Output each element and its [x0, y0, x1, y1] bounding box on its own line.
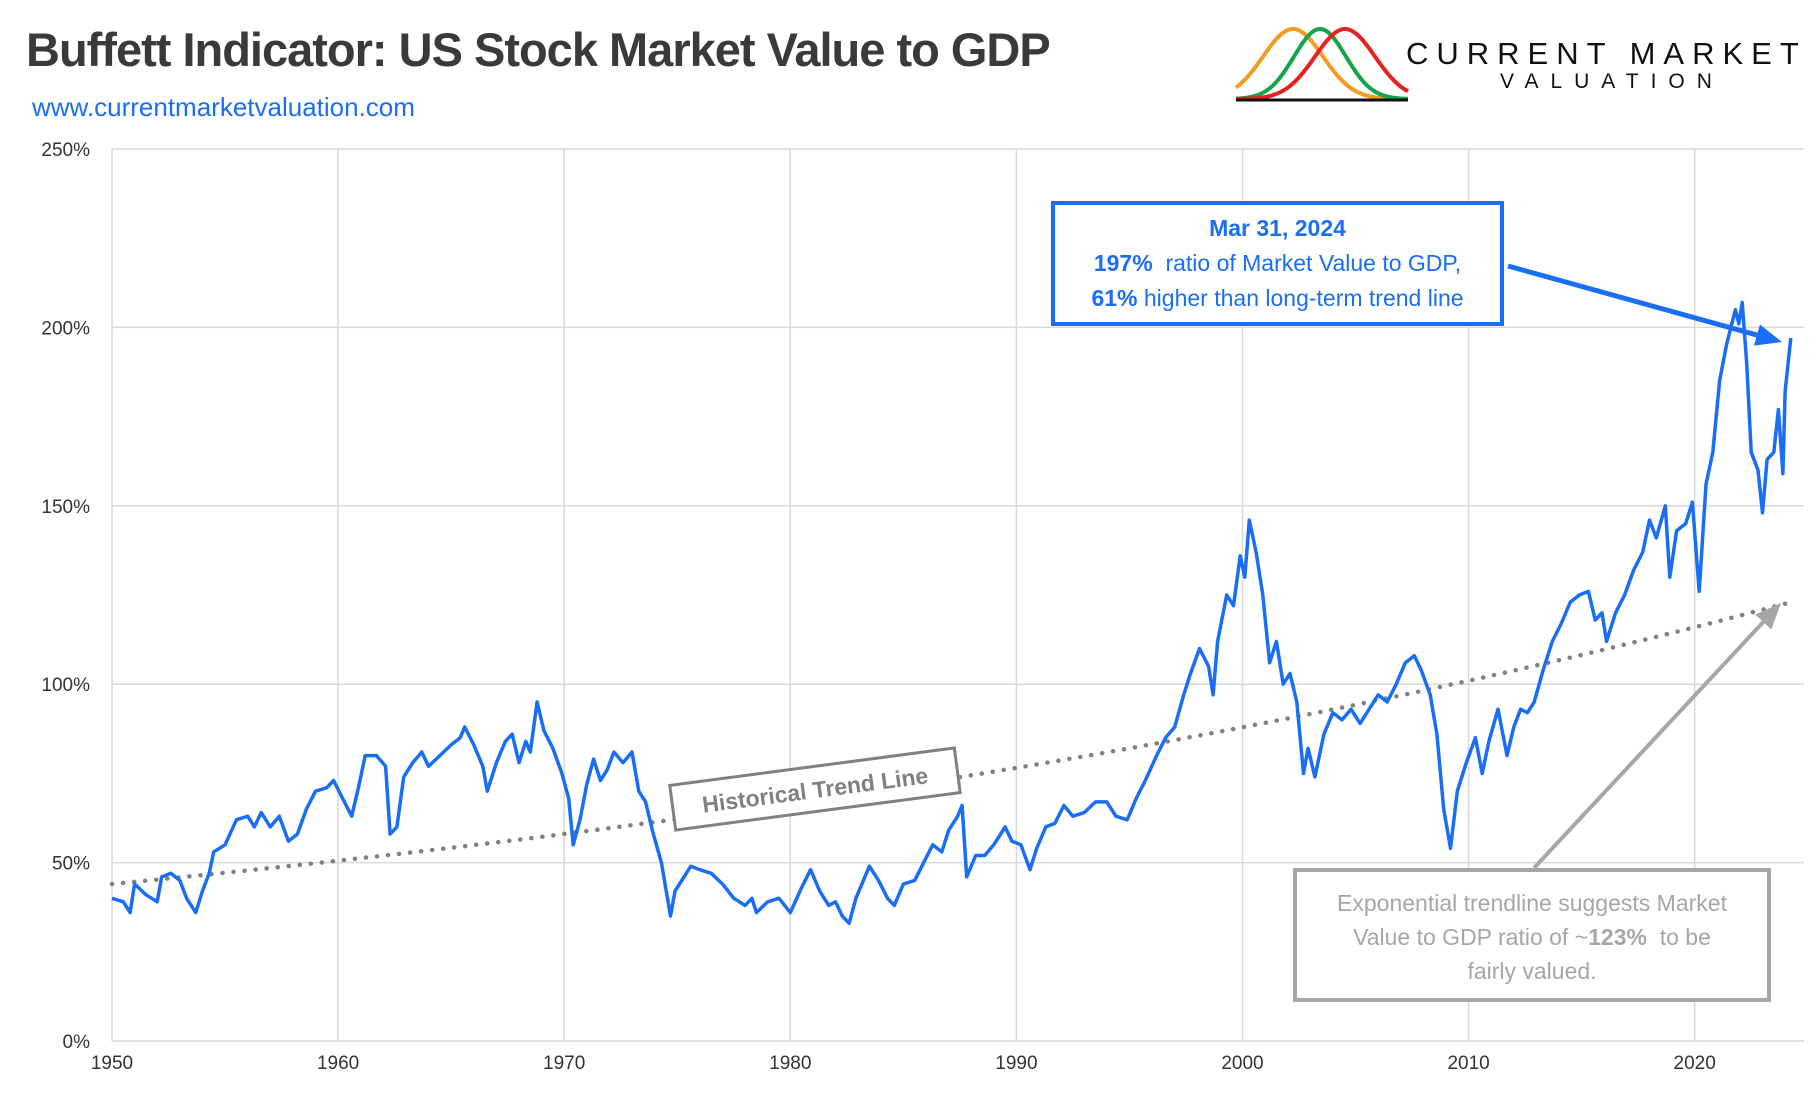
x-tick-label: 1980	[769, 1053, 811, 1074]
x-tick-label: 1970	[543, 1053, 585, 1074]
fair-value-callout: Exponential trendline suggests Market Va…	[1293, 868, 1771, 1002]
logo-curve	[1236, 27, 1410, 101]
latest-arrow	[1507, 263, 1758, 338]
callout-above-text: higher than long-term trend line	[1143, 285, 1464, 311]
logo-curve	[1234, 27, 1409, 101]
x-tick-label: 1950	[91, 1053, 133, 1074]
y-tick-label: 0%	[63, 1032, 91, 1053]
fair-text-3: fairly valued.	[1467, 958, 1597, 984]
y-tick-label: 100%	[41, 675, 90, 696]
y-tick-label: 250%	[41, 140, 90, 161]
x-tick-label: 1990	[995, 1053, 1037, 1074]
logo-curve	[1235, 26, 1409, 101]
fair-text-1: Exponential trendline suggests Market	[1337, 890, 1727, 916]
website-link[interactable]: www.currentmarketvaluation.com	[32, 92, 415, 122]
logo-bell-curves-icon	[1234, 26, 1410, 102]
y-tick-label: 150%	[41, 497, 90, 518]
callout-ratio-text: ratio of Market Value to GDP,	[1165, 250, 1462, 276]
x-tick-label: 2010	[1447, 1053, 1489, 1074]
latest-value-callout: Mar 31, 2024 197% ratio of Market Value …	[1051, 201, 1504, 326]
x-tick-label: 1960	[317, 1053, 359, 1074]
latest-arrow-head	[1754, 324, 1782, 346]
callout-date: Mar 31, 2024	[1209, 215, 1346, 241]
fair-value: 123%	[1588, 924, 1647, 950]
callout-ratio: 197%	[1093, 250, 1153, 276]
x-tick-label: 2000	[1221, 1053, 1263, 1074]
y-tick-label: 50%	[52, 854, 90, 875]
trend-line	[109, 599, 1794, 887]
series-line	[111, 300, 1793, 926]
y-tick-label: 200%	[41, 318, 90, 339]
fair-text-2b: to be	[1659, 924, 1711, 950]
fair-text-2a: Value to GDP ratio of ~	[1353, 924, 1589, 950]
fair-value-arrow-head	[1755, 603, 1781, 630]
fair-value-arrow	[1532, 620, 1765, 870]
callout-above: 61%	[1091, 285, 1138, 311]
chart-title: Buffett Indicator: US Stock Market Value…	[26, 23, 1051, 76]
logo-text: CURRENT MARKET	[1406, 36, 1807, 71]
logo-subtext: VALUATION	[1500, 70, 1724, 93]
x-tick-label: 2020	[1674, 1053, 1716, 1074]
